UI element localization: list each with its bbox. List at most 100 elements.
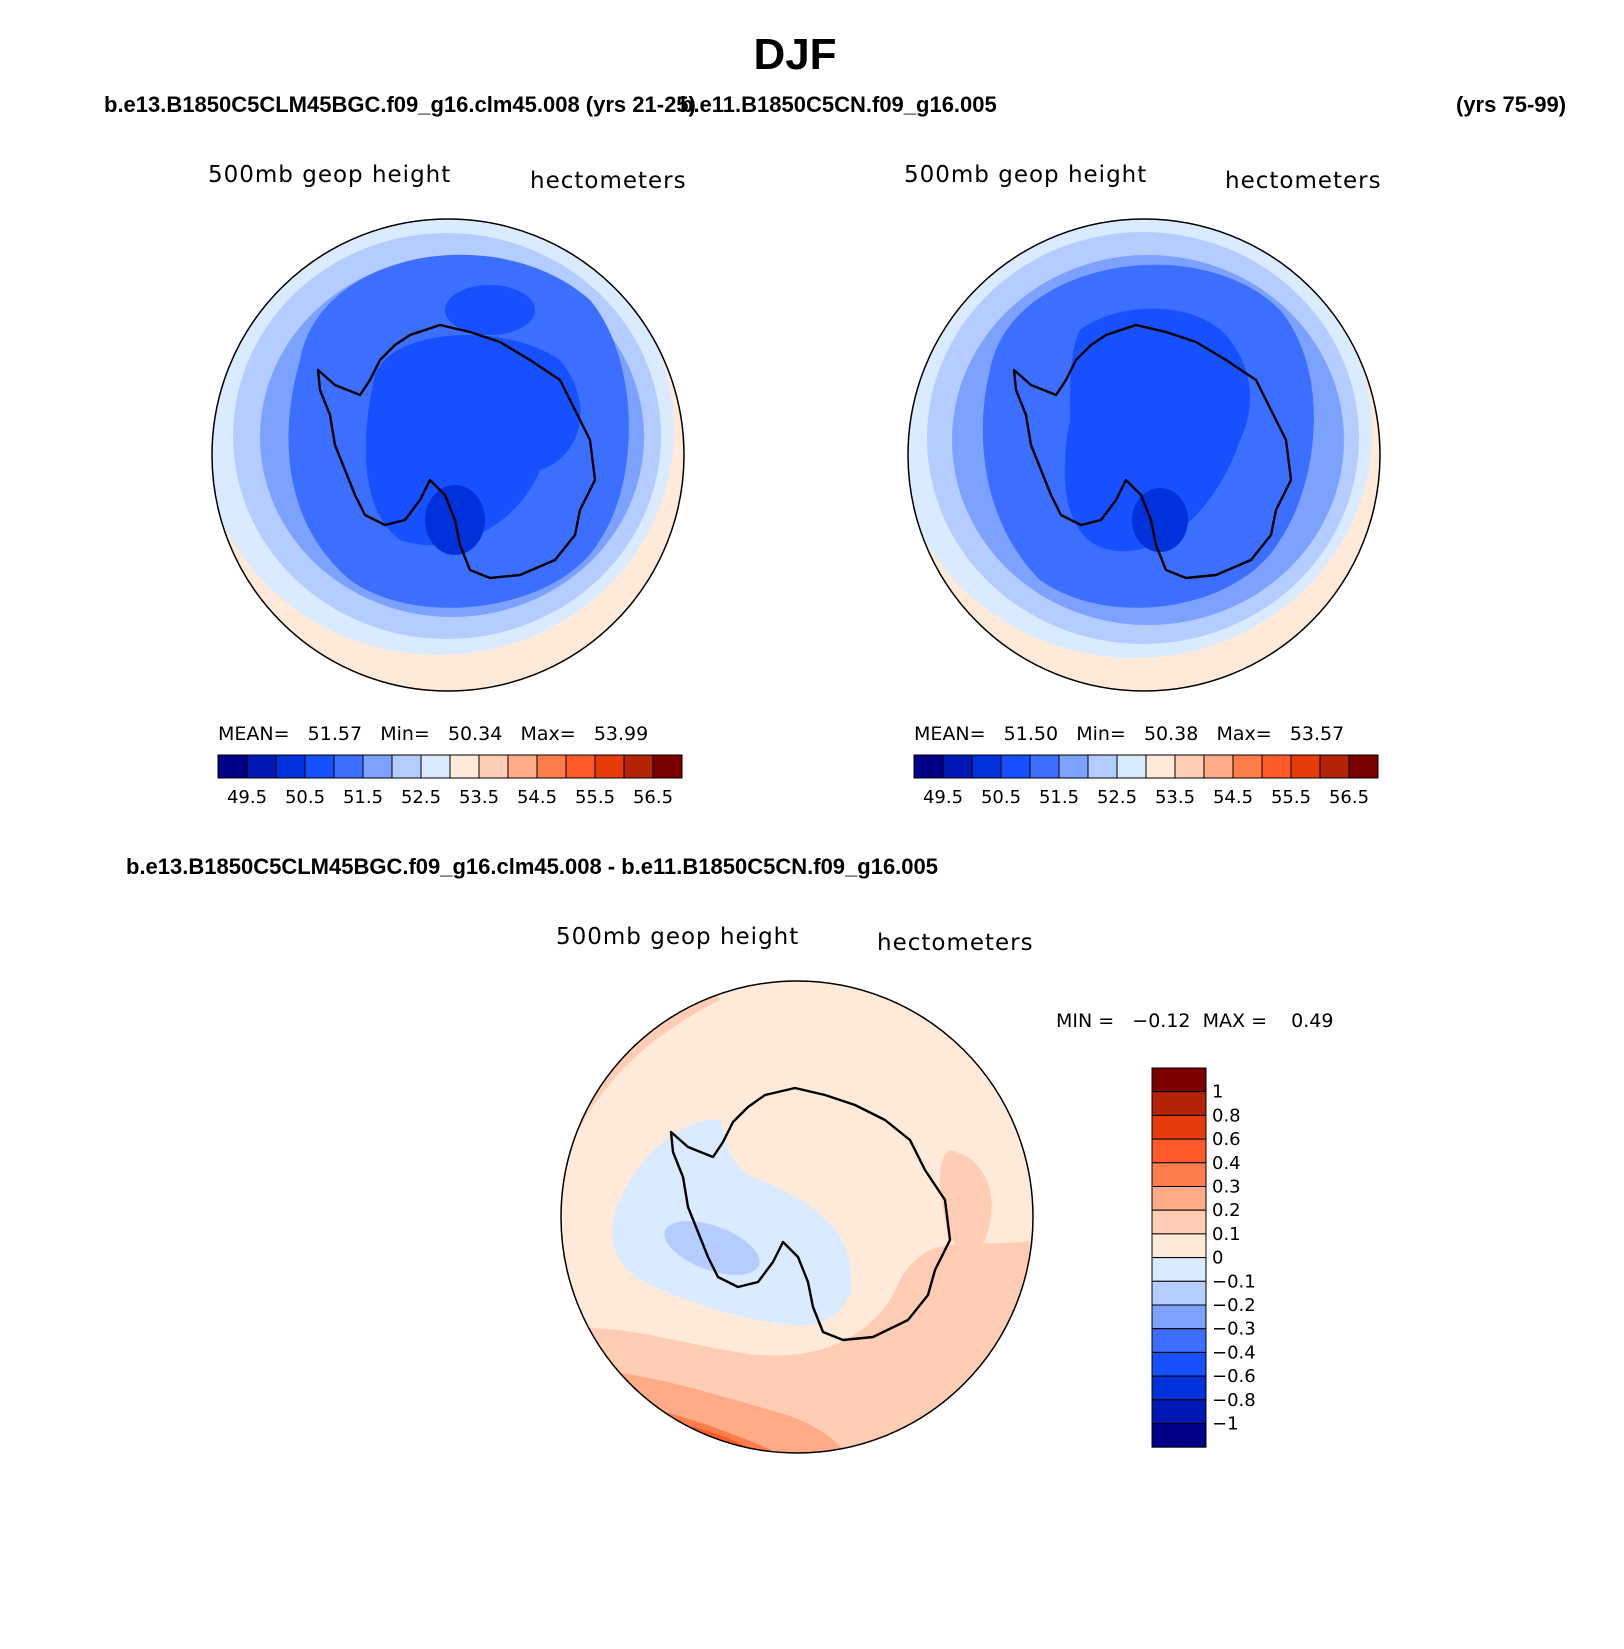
p2-stats: MEAN= 51.50 Min= 50.38 Max= 53.57 (914, 723, 1344, 745)
p2-min: 50.38 (1143, 723, 1199, 745)
p2-colorbar-box (1232, 754, 1263, 779)
p2-max-label: Max= (1216, 723, 1272, 745)
p3-colorbar-box (1151, 1351, 1207, 1377)
p3-colorbar-tick-label: −1 (1212, 1414, 1239, 1435)
p2-colorbar-tick-label: 55.5 (1271, 787, 1311, 808)
p3-colorbar-box (1151, 1114, 1207, 1140)
p1-colorbar-box (420, 754, 451, 779)
p3-colorbar-box (1151, 1138, 1207, 1164)
p2-units-label: hectometers (1225, 168, 1382, 194)
p3-max-label: MAX = (1202, 1010, 1267, 1032)
p2-colorbar-box (1116, 754, 1147, 779)
p1-colorbar-box (507, 754, 538, 779)
p2-colorbar-box (913, 754, 944, 779)
p2-colorbar-box (1000, 754, 1031, 779)
p2-colorbar-box (1261, 754, 1292, 779)
p1-contour-51 (365, 334, 581, 546)
p3-contour-neg-0-1 (611, 1119, 852, 1326)
p1-colorbar: 49.5 50.5 51.5 52.5 53.5 54.5 55.5 56.5 (217, 754, 683, 808)
p2-min-label: Min= (1076, 723, 1126, 745)
p1-contour-51-b (445, 285, 535, 335)
p3-colorbar-box (1151, 1304, 1207, 1330)
p1-colorbar-box (449, 754, 480, 779)
p2-mean: 51.50 (1003, 723, 1059, 745)
p1-mean: 51.57 (307, 723, 363, 745)
p1-colorbar-tick-label: 52.5 (401, 787, 441, 808)
p2-colorbar-tick-label: 56.5 (1329, 787, 1369, 808)
p2-map-border (907, 218, 1381, 692)
p2-colorbar-box (1145, 754, 1176, 779)
p2-colorbar-box (971, 754, 1002, 779)
p2-colorbar-tick-label: 50.5 (981, 787, 1021, 808)
p3-colorbar-tick-label: −0.2 (1212, 1295, 1256, 1316)
p2-contour-51 (1064, 308, 1250, 552)
p2-variable-label: 500mb geop height (904, 162, 1148, 188)
p1-colorbar-box (391, 754, 422, 779)
p1-stats: MEAN= 51.57 Min= 50.34 Max= 53.99 (218, 723, 648, 745)
p3-min-label: MIN = (1056, 1010, 1115, 1032)
p2-antarctica-coastline (1012, 323, 1293, 580)
p3-contour-0-2-east (940, 1150, 992, 1251)
p2-colorbar-box (942, 754, 973, 779)
p3-colorbar-box (1151, 1162, 1207, 1188)
p1-colorbar-box (304, 754, 335, 779)
case2-years: (yrs 75-99) (1456, 92, 1567, 117)
p2-contour-50-5 (1132, 488, 1188, 552)
p3-colorbar-box (1151, 1091, 1207, 1116)
p1-max: 53.99 (593, 723, 649, 745)
p1-colorbar-box (478, 754, 509, 779)
p3-colorbar-box (1151, 1233, 1207, 1259)
p3-max: 0.49 (1291, 1010, 1334, 1032)
p1-units-label: hectometers (530, 168, 687, 194)
p3-colorbar-tick-label: 0.4 (1212, 1153, 1241, 1174)
p3-variable-label: 500mb geop height (556, 924, 800, 950)
case2-title: b.e11.B1850C5CN.f09_g16.005 (680, 92, 997, 117)
p2-colorbar-box (1290, 754, 1321, 779)
p2-colorbar-tick-label: 51.5 (1039, 787, 1079, 808)
p1-colorbar-box (275, 754, 306, 779)
p1-colorbar-tick-label: 49.5 (227, 787, 267, 808)
p2-colorbar-tick-label: 53.5 (1155, 787, 1195, 808)
p1-colorbar-tick-label: 53.5 (459, 787, 499, 808)
p2-colorbar-box (1203, 754, 1234, 779)
p3-colorbar: 10.8 0.6 0.4 0.30.2 0.1 0−0.1 −0.2 −0.3−0.4 −0.6… (1151, 1067, 1256, 1448)
p1-colorbar-tick-label: 54.5 (517, 787, 557, 808)
p2-colorbar-box (1029, 754, 1060, 779)
p3-colorbar-box (1151, 1280, 1207, 1306)
p1-colorbar-box (246, 754, 277, 779)
p1-colorbar-tick-label: 50.5 (285, 787, 325, 808)
p3-colorbar-tick-label: −0.8 (1212, 1390, 1256, 1411)
p1-colorbar-tick-label: 55.5 (575, 787, 615, 808)
p3-colorbar-tick-label: 1 (1212, 1082, 1223, 1103)
p3-colorbar-box (1151, 1423, 1207, 1448)
p1-min-label: Min= (380, 723, 430, 745)
p3-colorbar-box (1151, 1328, 1207, 1353)
p3-min: −0.12 (1132, 1010, 1191, 1032)
p3-contour-neg-0-2 (664, 1221, 760, 1275)
p3-map (560, 980, 1034, 1454)
p3-colorbar-tick-label: 0.6 (1212, 1129, 1241, 1150)
p3-colorbar-tick-label: 0 (1212, 1248, 1223, 1269)
p3-colorbar-box (1151, 1186, 1207, 1211)
p1-colorbar-tick-label: 51.5 (343, 787, 383, 808)
p1-map (211, 218, 685, 692)
p1-map-border (211, 218, 685, 692)
p3-antarctica-coastline (669, 1086, 952, 1342)
p2-colorbar: 49.5 50.5 51.5 52.5 53.5 54.5 55.5 56.5 (913, 754, 1379, 808)
p3-colorbar-box (1151, 1209, 1207, 1235)
p3-colorbar-tick-label: −0.3 (1212, 1319, 1256, 1340)
p1-colorbar-box (362, 754, 393, 779)
p3-colorbar-box (1151, 1399, 1207, 1425)
p3-colorbar-tick-label: 0.3 (1212, 1177, 1241, 1198)
p1-variable-label: 500mb geop height (208, 162, 452, 188)
p3-colorbar-tick-label: 0.8 (1212, 1105, 1241, 1126)
p3-colorbar-tick-label: −0.6 (1212, 1366, 1256, 1387)
p3-colorbar-box (1151, 1257, 1207, 1282)
p3-map-border (560, 980, 1034, 1454)
p3-units-label: hectometers (877, 930, 1034, 956)
p1-colorbar-box (594, 754, 625, 779)
p1-max-label: Max= (520, 723, 576, 745)
diff-title: b.e13.B1850C5CLM45BGC.f09_g16.clm45.008 … (126, 854, 939, 879)
p2-max: 53.57 (1289, 723, 1345, 745)
